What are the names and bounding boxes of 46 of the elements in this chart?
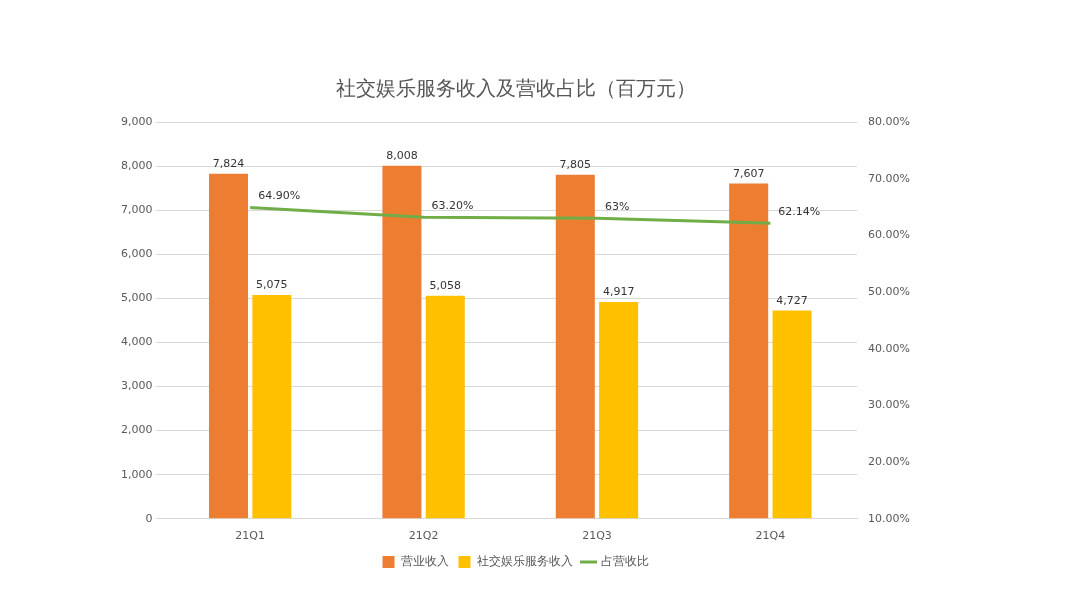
y2-tick-label: 30.00% xyxy=(868,398,911,412)
legend-label: 营业收入 xyxy=(400,554,449,569)
bar xyxy=(382,165,422,519)
bar xyxy=(209,173,249,519)
y2-tick-label: 50.00% xyxy=(868,284,911,298)
y2-tick-label: 20.00% xyxy=(868,454,911,468)
y2-tick-label: 80.00% xyxy=(868,114,911,128)
bar xyxy=(425,295,465,519)
y-tick-label: 4,000 xyxy=(120,335,153,349)
y2-tick-label: 40.00% xyxy=(868,341,911,355)
y2-tick-label: 70.00% xyxy=(868,171,911,185)
y-tick-label: 8,000 xyxy=(120,158,153,172)
data-label: 5,075 xyxy=(256,278,288,292)
data-label: 8,008 xyxy=(386,149,418,163)
bar xyxy=(599,302,639,519)
data-label: 7,805 xyxy=(559,158,592,172)
x-tick-label: 21Q1 xyxy=(235,529,266,543)
bar xyxy=(252,295,292,519)
y-tick-label: 0 xyxy=(145,511,153,525)
y2-tick-label: 10.00% xyxy=(868,511,911,525)
data-label: 64.90% xyxy=(258,189,301,203)
data-label: 7,824 xyxy=(212,157,245,171)
legend-label: 社交娱乐服务收入 xyxy=(476,554,573,569)
y-tick-label: 9,000 xyxy=(120,114,153,128)
x-tick-label: 21Q3 xyxy=(582,529,612,543)
data-label: 4,917 xyxy=(602,285,635,299)
y2-tick-label: 60.00% xyxy=(868,228,911,242)
x-tick-label: 21Q2 xyxy=(408,529,439,543)
y-tick-label: 2,000 xyxy=(120,423,153,437)
y-tick-label: 6,000 xyxy=(120,247,153,261)
data-label: 5,058 xyxy=(429,279,461,293)
bar xyxy=(729,183,769,519)
y-tick-label: 3,000 xyxy=(120,379,153,393)
data-label: 62.14% xyxy=(778,205,821,219)
y-tick-label: 7,000 xyxy=(120,203,153,217)
y-tick-label: 5,000 xyxy=(120,291,153,305)
legend-label: 占营收比 xyxy=(600,554,649,569)
data-label: 4,727 xyxy=(776,293,808,307)
y-tick-label: 1,000 xyxy=(120,467,153,481)
data-label: 7,607 xyxy=(732,166,765,180)
bar xyxy=(772,310,812,519)
x-tick-label: 21Q4 xyxy=(755,529,786,543)
data-label: 63.20% xyxy=(431,199,474,213)
bar xyxy=(555,174,595,519)
data-label: 63% xyxy=(604,200,630,214)
chart-title: 社交娱乐服务收入及营收占比（百万元） xyxy=(335,76,696,101)
